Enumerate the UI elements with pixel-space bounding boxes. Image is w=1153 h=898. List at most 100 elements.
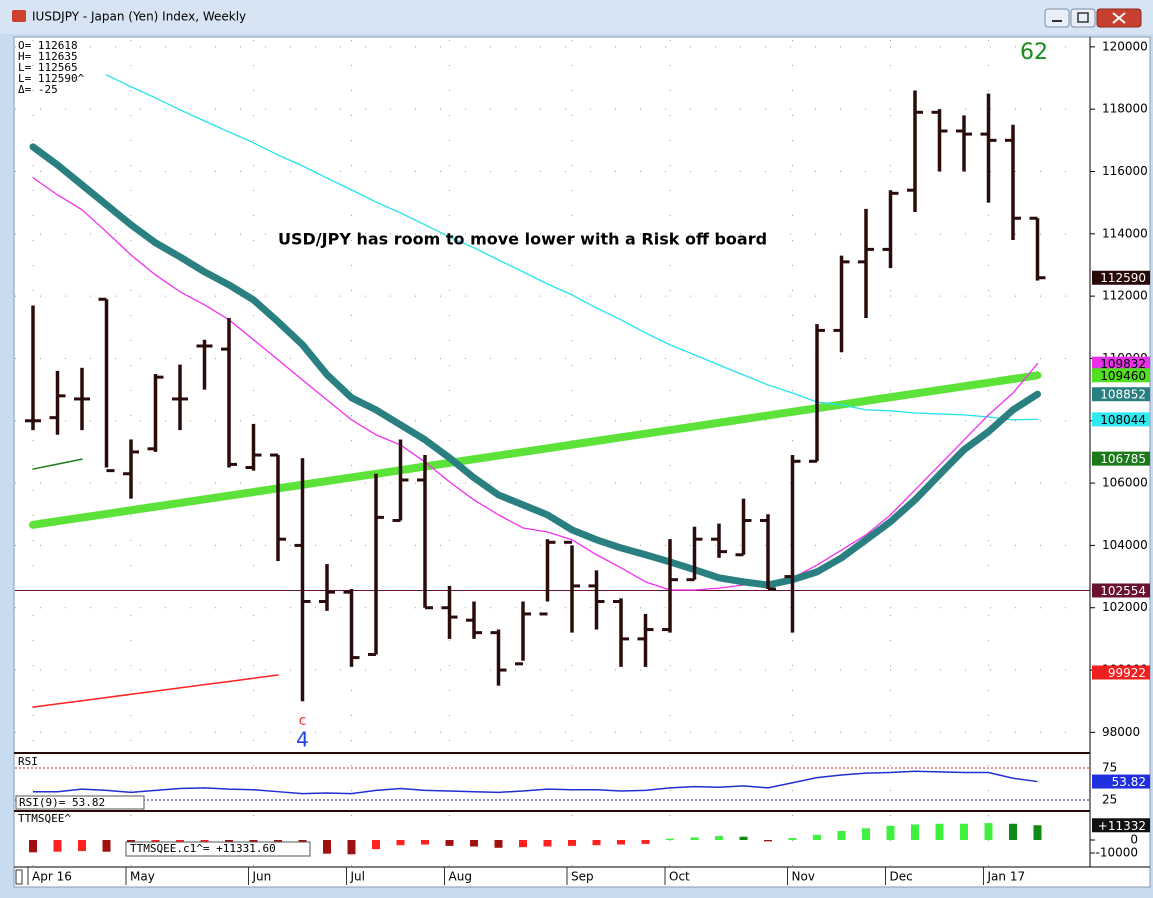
histogram-bar bbox=[911, 824, 919, 841]
histogram-bar bbox=[347, 840, 356, 855]
histogram-bar bbox=[862, 828, 870, 841]
x-tick-label: Jun bbox=[252, 870, 272, 884]
x-tick-label: May bbox=[130, 870, 155, 884]
histogram-bar bbox=[1009, 823, 1017, 841]
histogram-bar bbox=[764, 840, 772, 842]
value-marker bbox=[1092, 356, 1150, 371]
y-tick-label: 98000 bbox=[1102, 725, 1140, 739]
histogram-bar bbox=[715, 836, 723, 841]
value-marker bbox=[1092, 665, 1150, 680]
panel-readout: TTMSQEE.c1^= +11331.60 bbox=[130, 842, 276, 855]
x-tick-label: Nov bbox=[792, 870, 815, 884]
y-tick-label: 114000 bbox=[1102, 226, 1148, 240]
readout-box bbox=[15, 795, 145, 810]
value-marker bbox=[1092, 774, 1150, 789]
window-title: IUSDJPY - Japan (Yen) Index, Weekly bbox=[32, 10, 246, 24]
histogram-bar bbox=[494, 840, 503, 848]
panel-label: RSI bbox=[18, 755, 38, 768]
value-marker-label: 102554 bbox=[1100, 584, 1146, 598]
value-marker-label: 53.82 bbox=[1112, 775, 1146, 789]
ohlc-readout: O= 112618 bbox=[18, 39, 78, 52]
value-marker-label: 112590 bbox=[1100, 271, 1146, 285]
histogram-bar bbox=[837, 830, 846, 841]
x-tick-label: Dec bbox=[890, 870, 913, 884]
x-tick-label: Sep bbox=[571, 870, 594, 884]
x-tick-label: Apr 16 bbox=[32, 870, 72, 884]
histogram-bar bbox=[29, 840, 37, 853]
moving-average bbox=[105, 74, 1039, 421]
title-bar bbox=[0, 0, 1153, 34]
value-marker bbox=[1092, 412, 1150, 427]
y-tick-label: -10000 bbox=[1095, 846, 1138, 860]
ohlc-readout: L= 112565 bbox=[18, 61, 78, 74]
value-marker-label: 108852 bbox=[1100, 388, 1146, 402]
value-marker-label: 99922 bbox=[1108, 666, 1146, 680]
moving-average bbox=[29, 371, 1042, 529]
maximize-button[interactable] bbox=[1070, 8, 1096, 28]
histogram-bar bbox=[813, 834, 821, 841]
y-tick-label: 0 bbox=[1130, 833, 1138, 847]
histogram-bar bbox=[78, 840, 86, 852]
ohlc-readout: Δ= -25 bbox=[18, 83, 58, 96]
y-tick-label: 25 bbox=[1102, 793, 1117, 807]
panel-label: TTMSQEE^ bbox=[18, 812, 71, 825]
histogram-bar bbox=[592, 840, 601, 846]
histogram-bar bbox=[666, 838, 674, 841]
y-tick-label: 75 bbox=[1102, 760, 1117, 774]
histogram-bar bbox=[568, 840, 576, 846]
histogram-bar bbox=[1033, 825, 1042, 841]
cycle-label: 4 bbox=[296, 728, 309, 752]
histogram-bar bbox=[788, 838, 797, 841]
histogram-bar bbox=[935, 823, 944, 841]
x-tick-label: Jul bbox=[350, 870, 365, 884]
app-icon bbox=[12, 10, 26, 22]
histogram-bar bbox=[984, 823, 993, 841]
cycle-label: c bbox=[299, 713, 307, 729]
histogram-bar bbox=[886, 825, 895, 841]
histogram-bar bbox=[739, 836, 748, 841]
value-marker-label: 108044 bbox=[1100, 413, 1146, 427]
histogram-bar bbox=[396, 840, 405, 846]
histogram-bar bbox=[421, 840, 429, 845]
close-icon bbox=[1112, 12, 1126, 24]
histogram-bar bbox=[690, 837, 699, 841]
bar-counter: 62 bbox=[1020, 40, 1048, 65]
y-tick-label: 120000 bbox=[1102, 39, 1148, 53]
histogram-bar bbox=[445, 840, 454, 846]
value-marker-label: 106785 bbox=[1100, 452, 1146, 466]
moving-average bbox=[29, 143, 1041, 589]
ohlc-readout: H= 112635 bbox=[18, 50, 78, 63]
panel-readout: RSI(9)= 53.82 bbox=[19, 796, 105, 809]
histogram-bar bbox=[372, 840, 380, 850]
histogram-bar bbox=[323, 840, 331, 854]
histogram-bar bbox=[519, 840, 527, 848]
y-tick-label: 118000 bbox=[1102, 102, 1148, 116]
minimize-button[interactable] bbox=[1044, 8, 1070, 28]
value-marker-label: +11332 bbox=[1098, 819, 1146, 833]
maximize-icon bbox=[1077, 12, 1089, 23]
y-tick-label: 102000 bbox=[1102, 600, 1148, 614]
y-tick-label: 116000 bbox=[1102, 164, 1148, 178]
histogram-bar bbox=[617, 840, 625, 845]
y-tick-label: 104000 bbox=[1102, 538, 1148, 552]
chart-area bbox=[13, 36, 1151, 888]
value-marker bbox=[1092, 818, 1150, 833]
moving-average bbox=[32, 177, 1039, 591]
value-marker-label: 109832 bbox=[1100, 357, 1146, 371]
annotation: USD/JPY has room to move lower with a Ri… bbox=[278, 230, 767, 249]
histogram-bar bbox=[102, 840, 111, 852]
y-tick-label: 106000 bbox=[1102, 476, 1148, 490]
value-marker bbox=[1092, 368, 1150, 383]
x-tick-label: Oct bbox=[669, 870, 690, 884]
scroll-handle[interactable] bbox=[15, 869, 23, 885]
value-marker-label: 109460 bbox=[1100, 369, 1146, 383]
moving-average bbox=[32, 674, 279, 708]
histogram-bar bbox=[470, 840, 478, 847]
histogram-bar bbox=[641, 840, 650, 844]
readout-box bbox=[125, 841, 311, 857]
value-marker bbox=[1092, 583, 1150, 598]
value-marker bbox=[1092, 387, 1150, 402]
histogram-bar bbox=[543, 840, 552, 847]
